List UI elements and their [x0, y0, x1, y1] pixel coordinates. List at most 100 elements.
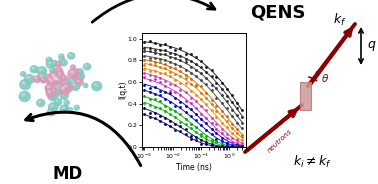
Ellipse shape: [48, 77, 51, 80]
Ellipse shape: [48, 90, 51, 93]
Ellipse shape: [74, 72, 85, 81]
Ellipse shape: [53, 70, 57, 73]
Ellipse shape: [55, 76, 61, 82]
Ellipse shape: [45, 86, 54, 94]
Ellipse shape: [36, 66, 47, 76]
Ellipse shape: [75, 106, 77, 108]
Ellipse shape: [47, 92, 57, 101]
Ellipse shape: [61, 79, 69, 87]
Ellipse shape: [55, 76, 59, 79]
Ellipse shape: [45, 88, 56, 98]
Ellipse shape: [72, 83, 76, 86]
Ellipse shape: [77, 80, 80, 82]
Ellipse shape: [46, 75, 48, 77]
Ellipse shape: [36, 99, 45, 107]
Ellipse shape: [55, 77, 64, 85]
Ellipse shape: [37, 72, 48, 82]
Ellipse shape: [67, 107, 73, 112]
Ellipse shape: [73, 76, 76, 78]
Ellipse shape: [63, 81, 66, 83]
Ellipse shape: [64, 100, 70, 106]
Ellipse shape: [57, 87, 60, 90]
Ellipse shape: [62, 87, 65, 89]
Ellipse shape: [48, 110, 52, 112]
Ellipse shape: [53, 77, 57, 80]
Ellipse shape: [71, 66, 73, 67]
Ellipse shape: [70, 70, 74, 74]
Ellipse shape: [50, 68, 53, 70]
Ellipse shape: [53, 76, 62, 84]
Ellipse shape: [62, 80, 65, 83]
Ellipse shape: [60, 79, 63, 82]
Ellipse shape: [45, 57, 53, 63]
Ellipse shape: [64, 84, 68, 88]
Text: $\theta$: $\theta$: [321, 72, 329, 84]
Ellipse shape: [56, 76, 59, 78]
Ellipse shape: [62, 105, 68, 111]
Ellipse shape: [51, 60, 59, 67]
Ellipse shape: [56, 61, 62, 67]
Ellipse shape: [53, 76, 58, 79]
Ellipse shape: [61, 61, 64, 63]
Ellipse shape: [26, 76, 30, 79]
Ellipse shape: [60, 87, 65, 90]
Ellipse shape: [58, 74, 61, 76]
Bar: [299, 82, 310, 110]
Ellipse shape: [59, 56, 65, 63]
Ellipse shape: [45, 75, 57, 86]
Ellipse shape: [58, 72, 61, 74]
Ellipse shape: [61, 79, 70, 87]
Ellipse shape: [47, 85, 51, 88]
Ellipse shape: [51, 88, 58, 94]
Ellipse shape: [48, 77, 58, 87]
Ellipse shape: [85, 64, 87, 67]
Ellipse shape: [47, 58, 50, 60]
Text: $k_i$: $k_i$: [233, 132, 245, 148]
Ellipse shape: [49, 88, 60, 98]
Ellipse shape: [60, 88, 70, 97]
Text: $q$: $q$: [367, 39, 376, 53]
Ellipse shape: [58, 54, 65, 59]
Ellipse shape: [62, 94, 65, 96]
Ellipse shape: [54, 98, 62, 106]
Ellipse shape: [39, 68, 42, 71]
Ellipse shape: [55, 78, 58, 80]
Text: $k_f$: $k_f$: [333, 12, 347, 28]
Ellipse shape: [60, 58, 62, 60]
Ellipse shape: [84, 84, 86, 86]
Ellipse shape: [57, 79, 59, 81]
Text: neutrons: neutrons: [266, 128, 293, 154]
Ellipse shape: [57, 79, 60, 81]
Ellipse shape: [21, 72, 23, 74]
Ellipse shape: [83, 63, 91, 71]
Ellipse shape: [60, 59, 68, 67]
Ellipse shape: [53, 77, 60, 85]
Ellipse shape: [38, 100, 41, 103]
Ellipse shape: [59, 55, 62, 56]
Ellipse shape: [49, 73, 57, 81]
Ellipse shape: [48, 105, 54, 111]
Ellipse shape: [51, 73, 55, 77]
Ellipse shape: [57, 70, 65, 77]
Ellipse shape: [57, 68, 59, 71]
Ellipse shape: [67, 52, 75, 60]
Ellipse shape: [50, 74, 62, 86]
Ellipse shape: [48, 70, 61, 82]
Ellipse shape: [48, 75, 56, 82]
Ellipse shape: [21, 93, 25, 97]
Ellipse shape: [54, 79, 57, 81]
Ellipse shape: [34, 77, 37, 79]
Ellipse shape: [24, 74, 35, 84]
Ellipse shape: [74, 68, 84, 77]
Ellipse shape: [53, 89, 55, 91]
Ellipse shape: [60, 75, 68, 82]
Ellipse shape: [68, 108, 71, 110]
Text: QENS: QENS: [250, 3, 306, 21]
Ellipse shape: [55, 85, 64, 94]
Ellipse shape: [93, 83, 97, 86]
Ellipse shape: [54, 76, 57, 77]
Ellipse shape: [56, 100, 59, 102]
Ellipse shape: [51, 75, 55, 77]
Ellipse shape: [59, 104, 70, 114]
Ellipse shape: [64, 106, 65, 108]
